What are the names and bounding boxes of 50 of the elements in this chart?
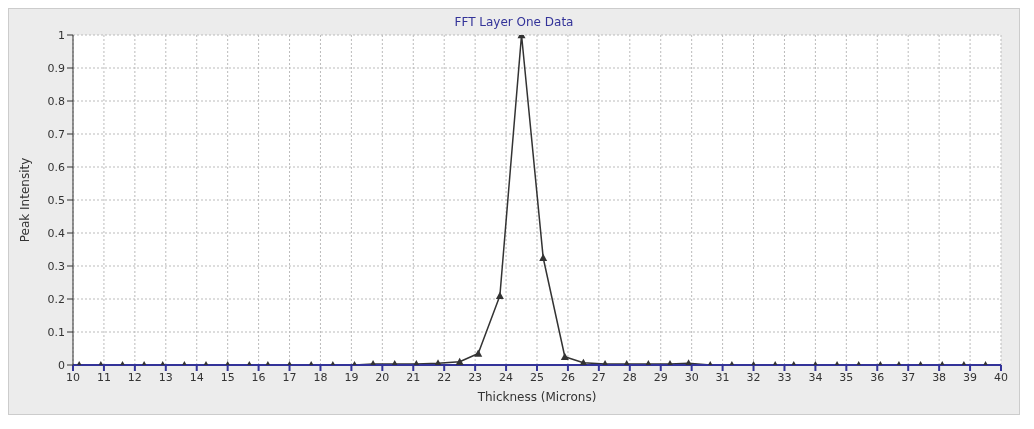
point <box>560 352 569 360</box>
point <box>455 357 464 365</box>
x-axis-title: Thickness (Microns) <box>476 390 597 404</box>
x-tick-label: 33 <box>777 370 792 384</box>
point <box>539 253 548 261</box>
x-tick-label: 38 <box>932 370 947 384</box>
x-tick-label: 10 <box>66 370 80 384</box>
point <box>495 291 504 299</box>
x-tick-label: 36 <box>870 370 885 384</box>
x-tick-label: 15 <box>220 370 235 384</box>
x-tick-label: 24 <box>499 370 514 384</box>
x-tick-label: 11 <box>96 370 111 384</box>
x-tick-label: 28 <box>622 370 637 384</box>
x-tick-label: 26 <box>560 370 575 384</box>
point <box>474 349 483 357</box>
x-tick-label: 19 <box>344 370 359 384</box>
y-tick-label: 0.3 <box>47 259 65 273</box>
x-tick-label: 13 <box>158 370 173 384</box>
x-tick-label: 35 <box>839 370 854 384</box>
x-tick-label: 29 <box>653 370 668 384</box>
y-tick-label: 0.4 <box>47 226 65 240</box>
chart-title: FFT Layer One Data <box>454 15 574 29</box>
y-tick-label: 0.7 <box>47 127 65 141</box>
x-tick-label: 27 <box>591 370 606 384</box>
x-tick-label: 40 <box>994 370 1008 384</box>
y-tick-label: 0.6 <box>47 160 65 174</box>
y-tick-label: 0.2 <box>47 292 65 306</box>
y-tick-label: 0.8 <box>47 94 65 108</box>
x-tick-label: 34 <box>808 370 823 384</box>
x-tick-label: 32 <box>746 370 761 384</box>
y-tick-label: 1 <box>58 28 65 42</box>
y-tick-label: 0.5 <box>47 193 65 207</box>
x-tick-label: 16 <box>251 370 266 384</box>
x-tick-label: 22 <box>437 370 452 384</box>
x-tick-label: 31 <box>715 370 730 384</box>
x-tick-label: 20 <box>375 370 390 384</box>
y-tick-label: 0 <box>58 358 65 372</box>
y-axis-title: Peak Intensity <box>18 157 33 243</box>
x-tick-label: 18 <box>313 370 328 384</box>
x-tick-label: 25 <box>530 370 544 384</box>
x-tick-label: 17 <box>282 370 297 384</box>
x-tick-label: 14 <box>189 370 204 384</box>
x-tick-label: 23 <box>468 370 483 384</box>
x-tick-label: 39 <box>963 370 978 384</box>
y-tick-label: 0.1 <box>47 325 65 339</box>
x-tick-label: 21 <box>406 370 421 384</box>
x-tick-label: 37 <box>901 370 916 384</box>
y-tick-label: 0.9 <box>47 61 65 75</box>
x-tick-label: 12 <box>127 370 142 384</box>
x-tick-label: 30 <box>684 370 699 384</box>
